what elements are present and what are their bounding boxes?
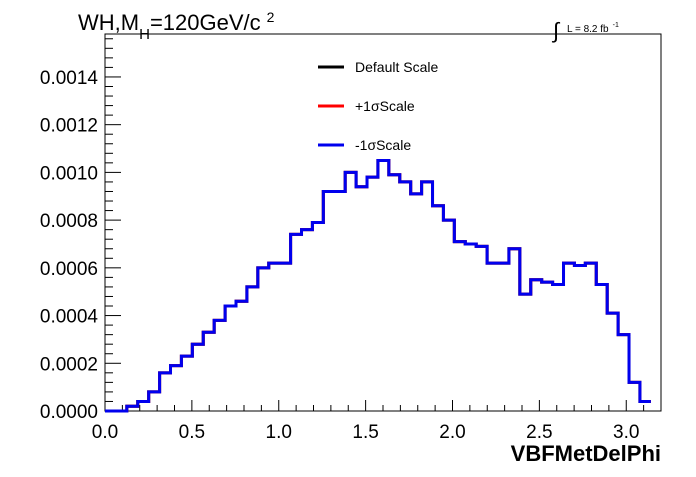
x-axis: 0.0 0.5 1.0 1.5 2.0 2.5 3.0 xyxy=(92,400,645,443)
series-line xyxy=(105,158,651,413)
x-tick-label: 1.0 xyxy=(266,422,292,443)
x-tick-label: 3.0 xyxy=(613,422,639,443)
x-tick-label: 0.0 xyxy=(92,422,118,443)
y-tick-label: 0.0010 xyxy=(40,163,98,184)
y-tick-label: 0.0012 xyxy=(40,116,98,137)
x-tick-label: 2.0 xyxy=(439,422,465,443)
y-axis: 0.0000 0.0002 0.0004 0.0006 0.0008 0.0010 0.00… xyxy=(40,38,121,423)
y-tick-label: 0.0004 xyxy=(40,307,99,328)
chart-title-after: =120GeV/c xyxy=(150,10,261,35)
chart-title-superscript: 2 xyxy=(267,9,275,25)
y-tick-label: 0.0000 xyxy=(40,402,98,423)
lumi-superscript: -1 xyxy=(613,22,619,29)
x-axis-title: VBFMetDelPhi xyxy=(511,441,661,466)
y-tick-label: 0.0006 xyxy=(40,259,98,280)
lumi-label: L = 8.2 fb -1 xyxy=(567,22,619,35)
series-line xyxy=(105,158,651,413)
chart-title: WH,MH=120GeV/c 2 xyxy=(78,9,275,43)
y-tick-label: 0.0008 xyxy=(40,211,98,232)
chart-title-subscript: H xyxy=(139,26,150,43)
chart-title-main: WH,M xyxy=(78,10,139,35)
x-tick-label: 0.5 xyxy=(179,422,205,443)
lumi-integral-symbol: ∫ xyxy=(551,18,561,43)
series-layer xyxy=(105,158,651,413)
plot-frame xyxy=(104,33,662,412)
series-line xyxy=(105,158,651,413)
y-tick-label: 0.0002 xyxy=(40,354,98,375)
x-tick-label: 2.5 xyxy=(526,422,552,443)
lumi-text: L = 8.2 fb xyxy=(567,24,609,35)
legend-label: Default Scale xyxy=(355,59,438,75)
legend: Default Scale +1σScale -1σScale xyxy=(318,59,438,153)
legend-label: +1σScale xyxy=(355,98,415,114)
legend-label: -1σScale xyxy=(355,137,411,153)
y-tick-label: 0.0014 xyxy=(40,68,99,89)
x-tick-label: 1.5 xyxy=(352,422,378,443)
